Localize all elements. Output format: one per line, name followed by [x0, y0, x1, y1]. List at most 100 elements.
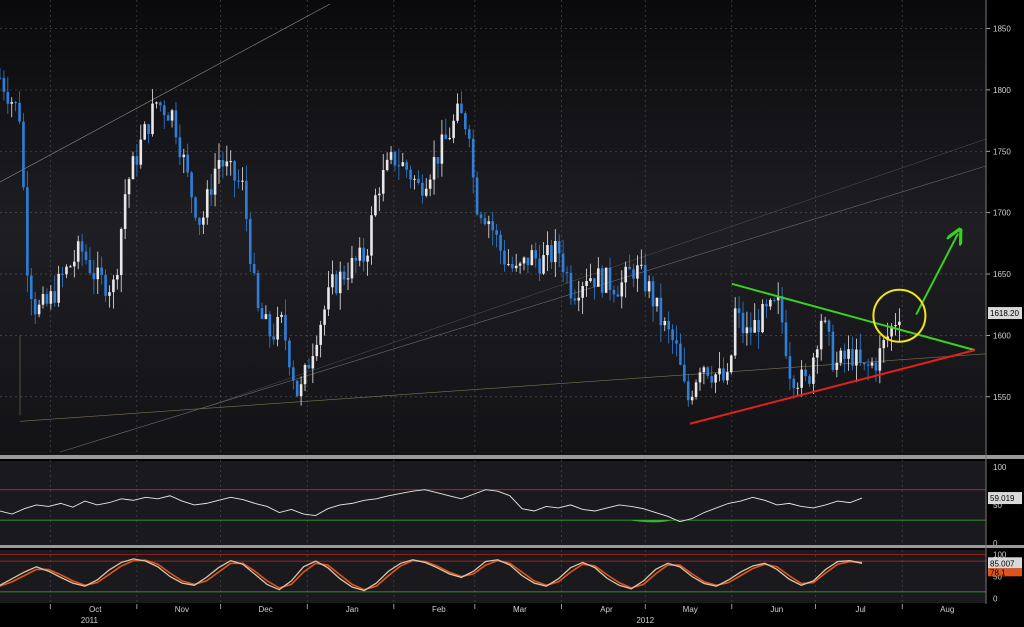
candle-down — [436, 156, 440, 164]
candle-down — [831, 331, 835, 370]
candle-up — [698, 372, 702, 383]
candle-down — [272, 336, 276, 340]
candle-down — [757, 320, 760, 333]
candle-down — [710, 376, 714, 383]
candle-down — [792, 378, 796, 389]
candle-down — [651, 281, 655, 307]
candle-up — [448, 138, 452, 140]
panel-separator[interactable] — [0, 545, 1024, 548]
candle-up — [350, 258, 354, 279]
candle-up — [202, 217, 205, 225]
candle-down — [342, 271, 346, 280]
candle-up — [733, 308, 737, 356]
candle-down — [600, 268, 604, 293]
panel-separator[interactable] — [0, 455, 1024, 459]
candle-down — [198, 217, 201, 225]
candle-down — [808, 376, 811, 384]
time-axis-bg — [0, 604, 1024, 627]
year-label: 2012 — [636, 616, 654, 625]
candle-up — [112, 279, 115, 293]
candle-down — [307, 365, 311, 369]
candle-down — [178, 137, 182, 158]
candle-down — [104, 274, 107, 296]
candle-down — [612, 289, 616, 295]
candle-down — [84, 251, 88, 261]
candle-down — [6, 91, 10, 104]
candle-up — [745, 327, 749, 334]
y-tick-label: 1850 — [993, 25, 1011, 34]
candle-up — [413, 178, 416, 180]
candle-down — [409, 169, 412, 180]
price-axis: 1850 1800 1750 1700 1650 1600 1550 1618.20 — [986, 25, 1022, 402]
candle-up — [432, 156, 436, 180]
month-label: Feb — [432, 605, 446, 614]
candle-down — [393, 152, 397, 166]
candle-down — [45, 294, 49, 304]
candle-down — [248, 219, 252, 265]
candle-up — [514, 265, 518, 269]
channel-line — [19, 353, 987, 422]
candle-up — [815, 349, 819, 358]
candle-up — [366, 255, 369, 262]
candle-up — [108, 292, 111, 296]
candle-up — [812, 357, 815, 384]
candle-up — [96, 267, 100, 280]
candle-down — [233, 161, 236, 181]
candle-down — [471, 138, 475, 178]
candle-up — [718, 368, 721, 375]
candle-down — [788, 356, 792, 379]
candle-up — [604, 267, 608, 293]
candle-down — [593, 278, 596, 287]
rsi-panel-bg — [0, 461, 986, 545]
candle-up — [726, 372, 729, 381]
candle-up — [456, 103, 459, 121]
candle-down — [475, 177, 479, 215]
candle-up — [41, 294, 45, 305]
candle-up — [311, 356, 315, 369]
candle-up — [358, 247, 362, 261]
candle-up — [170, 110, 174, 121]
candle-down — [260, 308, 264, 319]
month-label: Jun — [770, 605, 783, 614]
candle-up — [49, 291, 53, 304]
candle-up — [714, 374, 717, 383]
candle-down — [772, 299, 776, 301]
candle-up — [847, 349, 850, 359]
annotations — [689, 234, 976, 425]
candle-down — [569, 272, 573, 299]
candle-up — [205, 189, 209, 218]
rsi-oversold-fill — [629, 520, 673, 523]
price-gridlines — [0, 0, 986, 604]
candle-up — [389, 152, 393, 160]
candle-down — [659, 297, 663, 326]
candle-down — [190, 172, 193, 198]
candle-down — [561, 253, 565, 273]
candle-down — [0, 77, 2, 79]
candle-down — [503, 250, 506, 265]
candle-up — [890, 326, 893, 337]
candle-up — [151, 103, 154, 135]
candle-down — [53, 291, 57, 303]
month-label: Mar — [513, 605, 527, 614]
candle-up — [620, 282, 624, 297]
candle-down — [679, 343, 682, 365]
candle-up — [546, 245, 549, 256]
month-label: Jul — [855, 605, 865, 614]
candle-up — [655, 297, 659, 307]
candle-up — [894, 325, 897, 327]
candle-up — [776, 296, 780, 301]
candle-down — [221, 160, 225, 167]
candle-down — [166, 115, 170, 121]
month-label: May — [683, 605, 698, 614]
last-price-label: 1618.20 — [990, 309, 1019, 318]
candle-up — [127, 179, 131, 195]
candle-down — [464, 113, 467, 130]
candle-up — [424, 188, 428, 196]
month-label: Aug — [940, 605, 954, 614]
candle-up — [57, 273, 60, 303]
candle-up — [346, 278, 350, 280]
candle-down — [741, 312, 745, 334]
candle-down — [526, 257, 530, 266]
candle-up — [898, 321, 901, 326]
